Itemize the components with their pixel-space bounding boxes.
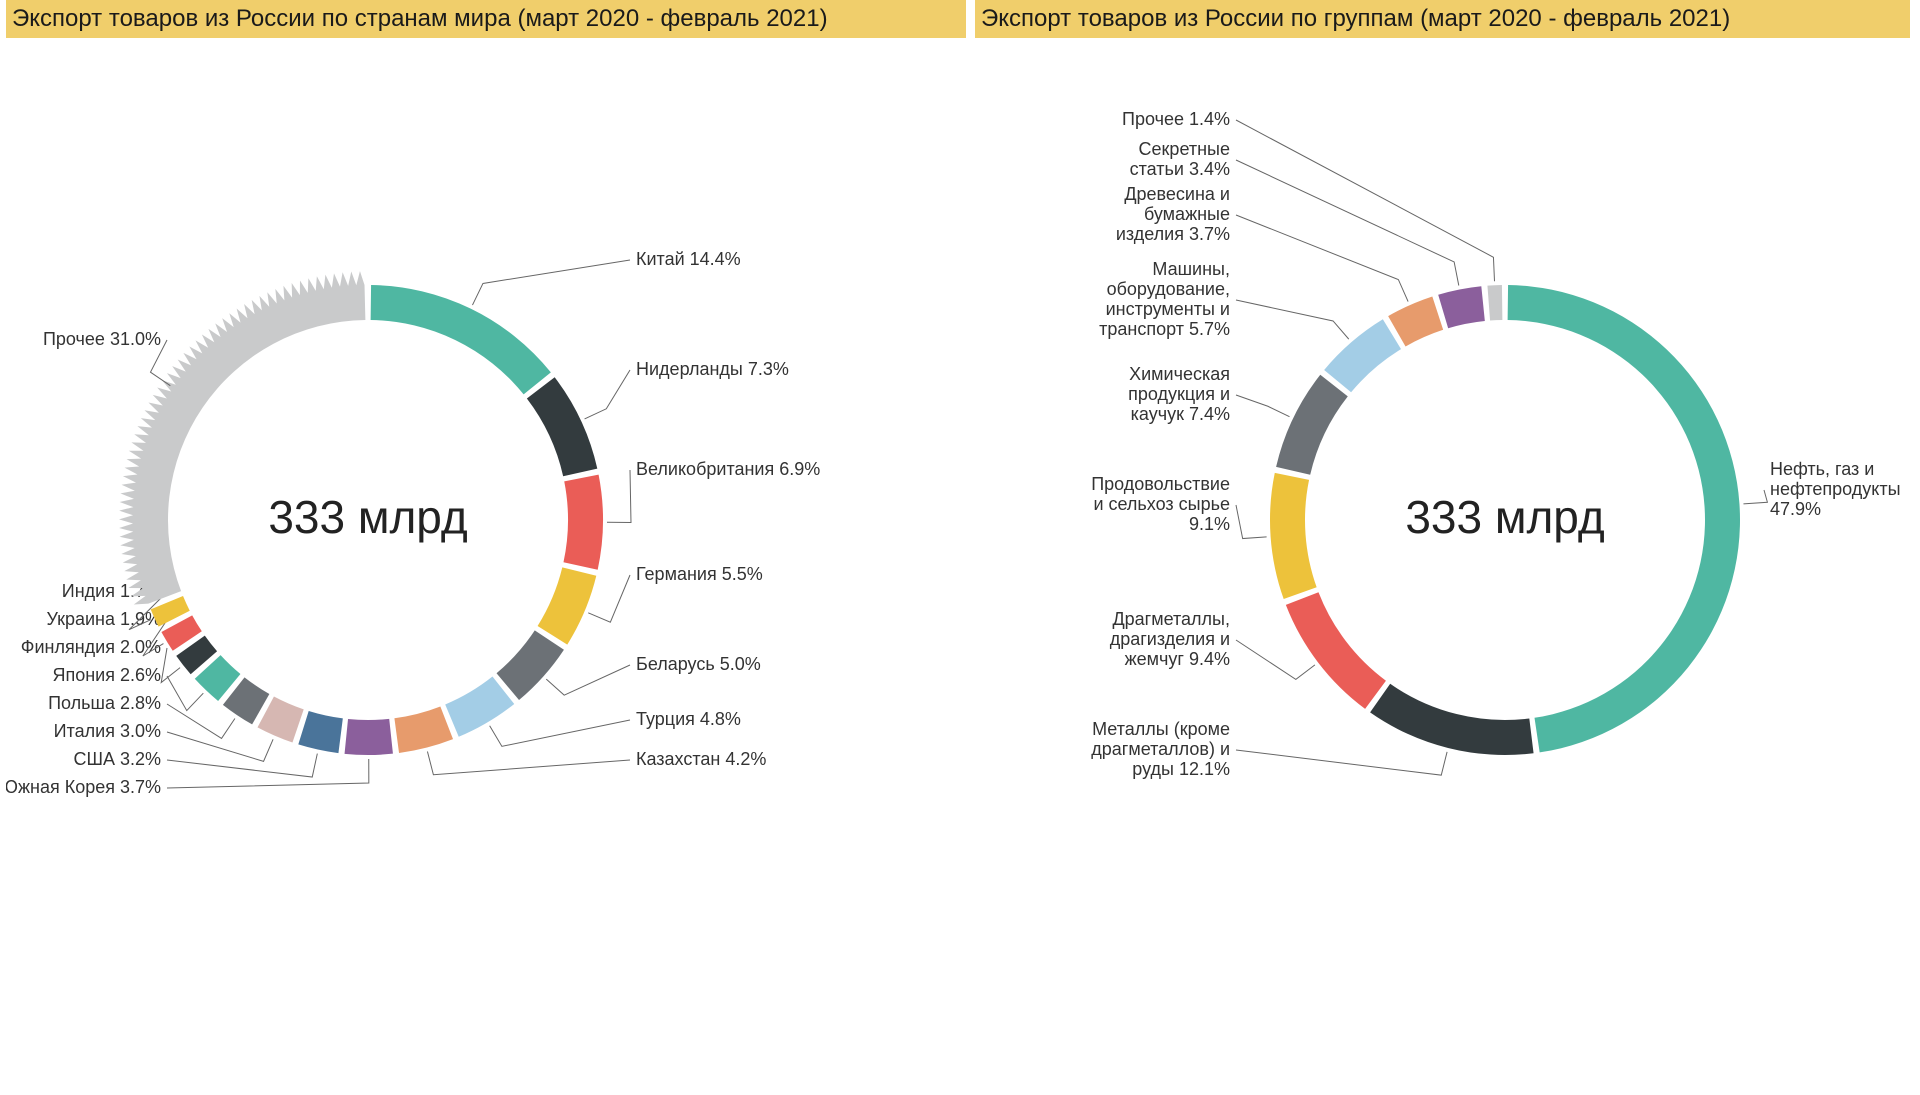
leader-line [472, 260, 630, 305]
donut-slice [298, 711, 343, 753]
leader-line [1743, 490, 1767, 504]
slice-label: Прочее 1.4% [1122, 109, 1230, 129]
donut-slice [1270, 473, 1317, 599]
slice-label: инструменты и [1106, 299, 1230, 319]
slice-label: США 3.2% [73, 749, 161, 769]
slice-label: бумажные [1144, 204, 1230, 224]
donut-slice [497, 630, 564, 700]
slice-label: продукция и [1128, 384, 1230, 404]
slice-label: Великобритания 6.9% [636, 459, 820, 479]
slice-label: Италия 3.0% [54, 721, 161, 741]
leader-line [161, 648, 180, 682]
leader-line [490, 720, 630, 746]
slice-label: Прочее 31.0% [43, 329, 161, 349]
donut-slice [563, 475, 603, 570]
slice-label: драгизделия и [1110, 629, 1230, 649]
slice-label: Украина 1.9% [46, 609, 161, 629]
slice-label: Южная Корея 3.7% [6, 777, 161, 797]
donut-slice [119, 271, 365, 604]
slice-label: Польша 2.8% [48, 693, 161, 713]
slice-label: Нидерланды 7.3% [636, 359, 789, 379]
donut-slice [1388, 297, 1443, 347]
donut-slice [1276, 375, 1348, 475]
panel-countries: Экспорт товаров из России по странам мир… [6, 0, 966, 1095]
donut-slice [1324, 319, 1401, 392]
donut-countries: Китай 14.4% Нидерланды 7.3% Великобритания… [6, 0, 966, 1095]
slice-label: Япония 2.6% [52, 665, 161, 685]
slice-label: каучук 7.4% [1131, 404, 1230, 424]
slice-label: Химическая [1129, 364, 1230, 384]
leader-line [1236, 640, 1315, 679]
donut-slice [1370, 684, 1533, 755]
slice-label: Продовольствие [1091, 474, 1230, 494]
donut-slice [394, 706, 453, 752]
leader-line [585, 370, 630, 419]
leader-line [427, 751, 630, 774]
slice-label: 47.9% [1770, 499, 1821, 519]
leader-line [1236, 505, 1267, 539]
slice-label: Казахстан 4.2% [636, 749, 766, 769]
slice-label: жемчуг 9.4% [1125, 649, 1230, 669]
panel-groups: Экспорт товаров из России по группам (ма… [975, 0, 1910, 1095]
slice-label: Нефть, газ и [1770, 459, 1874, 479]
donut-slice [1487, 285, 1502, 321]
slice-label: Турция 4.8% [636, 709, 741, 729]
slice-label: драгметаллов) и [1091, 739, 1230, 759]
slice-label: Германия 5.5% [636, 564, 763, 584]
slice-label: Драгметаллы, [1112, 609, 1230, 629]
slice-label: Финляндия 2.0% [21, 637, 161, 657]
slice-label: нефтепродукты [1770, 479, 1901, 499]
donut-slice [1286, 592, 1386, 709]
donut-slice [538, 567, 597, 644]
slice-label: Древесина и [1124, 184, 1230, 204]
leader-line [1236, 300, 1349, 339]
leader-line [167, 732, 273, 761]
page: Экспорт товаров из России по странам мир… [0, 0, 1920, 1095]
slice-label: руды 12.1% [1132, 759, 1230, 779]
slice-label: транспорт 5.7% [1099, 319, 1230, 339]
leader-line [546, 665, 630, 695]
slice-label: Китай 14.4% [636, 249, 741, 269]
leader-line [1236, 120, 1495, 281]
leader-line [167, 754, 317, 777]
leader-line [607, 470, 631, 522]
slice-label: оборудование, [1107, 279, 1230, 299]
slice-label: статьи 3.4% [1130, 159, 1230, 179]
donut-slice [257, 697, 303, 743]
donut-slice [345, 719, 393, 755]
donut-slice [527, 377, 597, 476]
leader-line [1236, 750, 1447, 775]
donut-slice [371, 285, 551, 394]
donut-slice [445, 677, 514, 737]
slice-label: изделия 3.7% [1116, 224, 1230, 244]
slice-label: 9.1% [1189, 514, 1230, 534]
donut-slice [1438, 286, 1485, 328]
slice-label: Металлы (кроме [1092, 719, 1230, 739]
slice-label: Секретные [1139, 139, 1230, 159]
donut-groups: Нефть, газ инефтепродукты47.9% Металлы (к… [975, 0, 1910, 1095]
leader-line [1236, 395, 1290, 417]
leader-line [167, 704, 235, 738]
slice-label: и сельхоз сырье [1093, 494, 1230, 514]
donut-slice [1508, 285, 1740, 752]
slice-label: Беларусь 5.0% [636, 654, 761, 674]
slice-label: Машины, [1152, 259, 1230, 279]
